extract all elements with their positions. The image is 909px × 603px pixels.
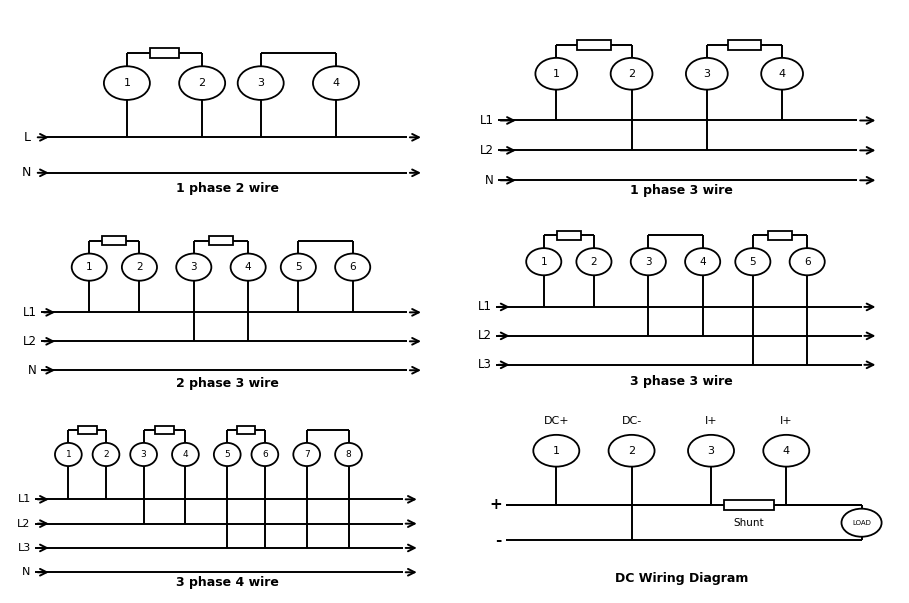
Text: N: N <box>484 174 494 187</box>
Text: 1: 1 <box>541 257 547 267</box>
Text: 2: 2 <box>136 262 143 272</box>
Text: L2: L2 <box>17 519 31 529</box>
Text: 2: 2 <box>628 446 635 456</box>
Text: L2: L2 <box>480 144 494 157</box>
Text: 3: 3 <box>257 78 265 88</box>
Text: 2: 2 <box>591 257 597 267</box>
Text: 4: 4 <box>778 69 785 79</box>
Text: 4: 4 <box>783 446 790 456</box>
Text: 4: 4 <box>183 450 188 459</box>
Text: L3: L3 <box>477 358 492 371</box>
Text: 2: 2 <box>628 69 635 79</box>
Text: 2 phase 3 wire: 2 phase 3 wire <box>175 377 279 390</box>
Text: N: N <box>23 567 31 577</box>
Text: DC-: DC- <box>622 415 642 426</box>
Bar <box>209 236 233 245</box>
Bar <box>78 426 96 434</box>
Text: 1: 1 <box>65 450 71 459</box>
Text: 3 phase 3 wire: 3 phase 3 wire <box>630 375 734 388</box>
Ellipse shape <box>842 509 882 537</box>
Text: L2: L2 <box>477 329 492 343</box>
Bar <box>150 48 179 58</box>
Text: L1: L1 <box>23 306 37 319</box>
Bar <box>768 231 792 240</box>
Text: 2: 2 <box>198 78 205 88</box>
Text: 4: 4 <box>245 262 252 272</box>
Text: N: N <box>21 166 31 179</box>
Text: 1 phase 2 wire: 1 phase 2 wire <box>175 182 279 195</box>
Text: 4: 4 <box>333 78 340 88</box>
Text: 2: 2 <box>104 450 109 459</box>
Text: 3: 3 <box>707 446 714 456</box>
Text: N: N <box>28 364 37 377</box>
Text: 4: 4 <box>699 257 706 267</box>
Bar <box>556 231 581 240</box>
Text: L1: L1 <box>477 300 492 314</box>
Text: L1: L1 <box>17 494 31 504</box>
Text: 1: 1 <box>86 262 93 272</box>
Bar <box>724 500 774 510</box>
Text: 3: 3 <box>704 69 710 79</box>
Text: LOAD: LOAD <box>852 520 871 526</box>
Text: 7: 7 <box>304 450 310 459</box>
Text: 1: 1 <box>124 78 130 88</box>
Bar <box>577 40 611 50</box>
Text: Shunt: Shunt <box>734 517 764 528</box>
Text: DC+: DC+ <box>544 415 569 426</box>
Text: DC Wiring Diagram: DC Wiring Diagram <box>615 572 748 586</box>
Text: 3: 3 <box>141 450 146 459</box>
Text: -: - <box>495 533 502 548</box>
Text: 6: 6 <box>349 262 356 272</box>
Text: I+: I+ <box>704 415 717 426</box>
Text: 3 phase 4 wire: 3 phase 4 wire <box>175 576 279 589</box>
Text: +: + <box>489 497 502 513</box>
Text: 3: 3 <box>645 257 652 267</box>
Bar <box>728 40 761 50</box>
Text: 5: 5 <box>750 257 756 267</box>
Text: 1: 1 <box>553 446 560 456</box>
Text: 6: 6 <box>804 257 811 267</box>
Text: 1 phase 3 wire: 1 phase 3 wire <box>630 184 734 197</box>
Text: 3: 3 <box>191 262 197 272</box>
Bar <box>236 426 255 434</box>
Bar <box>102 236 126 245</box>
Text: I+: I+ <box>780 415 793 426</box>
Text: L1: L1 <box>480 114 494 127</box>
Text: 5: 5 <box>295 262 302 272</box>
Text: L3: L3 <box>17 543 31 553</box>
Text: L2: L2 <box>23 335 37 348</box>
Bar <box>155 426 174 434</box>
Text: 5: 5 <box>225 450 230 459</box>
Text: 6: 6 <box>262 450 268 459</box>
Text: 8: 8 <box>345 450 352 459</box>
Text: L: L <box>24 131 31 144</box>
Text: 1: 1 <box>553 69 560 79</box>
